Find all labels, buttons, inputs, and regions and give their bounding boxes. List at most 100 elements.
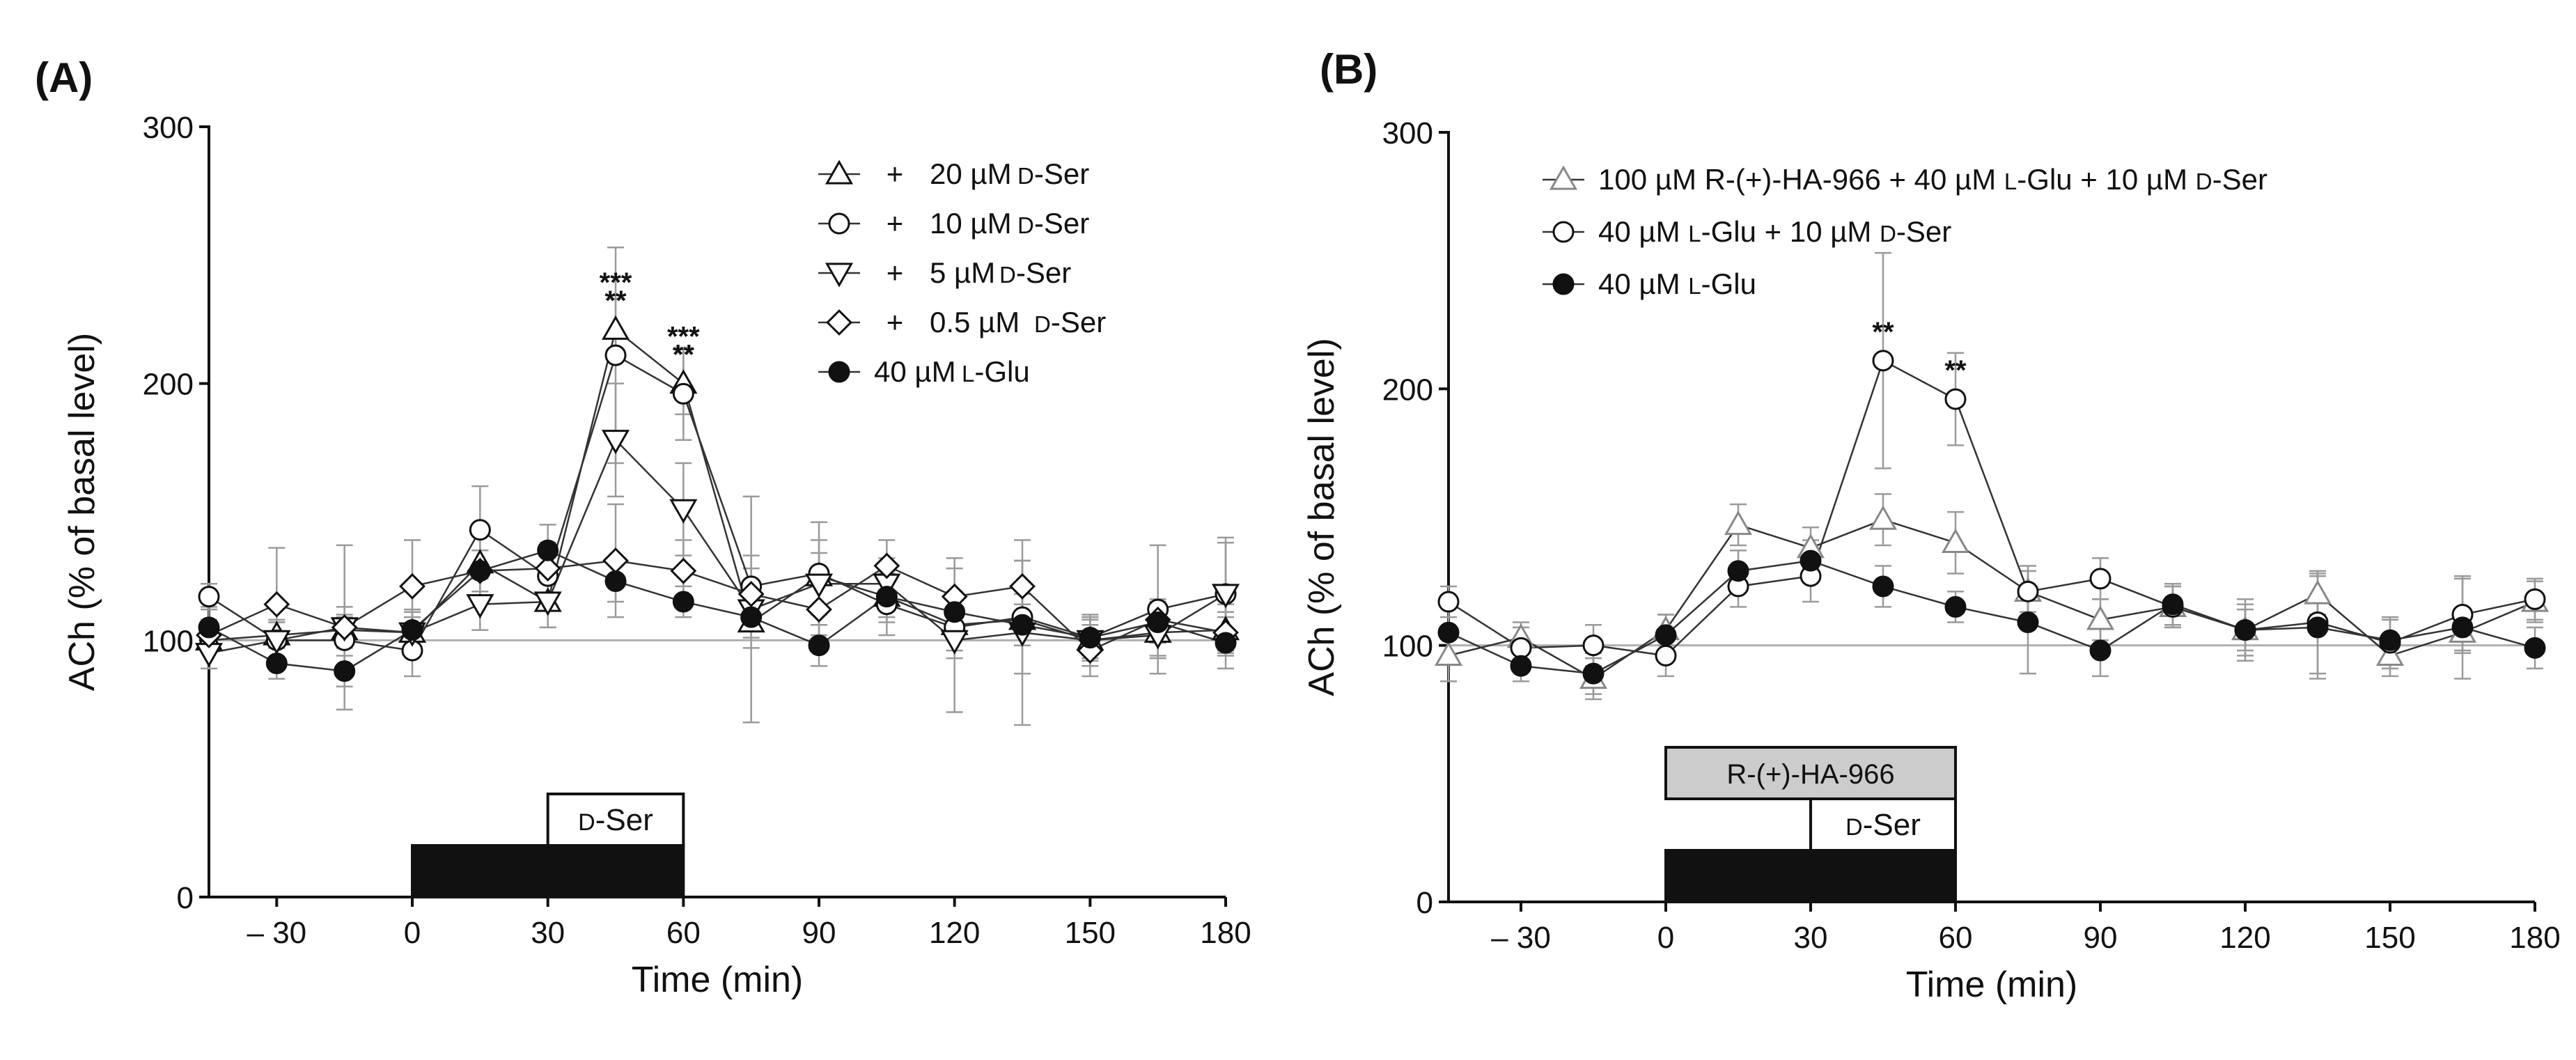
data-point: [1941, 528, 1970, 553]
series-line: [208, 549, 1226, 672]
data-point: [2086, 605, 2115, 630]
data-point: [466, 594, 494, 619]
y-tick-label: 200: [143, 368, 194, 402]
data-point: [601, 430, 630, 455]
significance-label: **: [1944, 355, 1967, 386]
data-point: [1727, 560, 1749, 582]
legend-label: 100 µM R-(+)-HA-966 + 40 µM L-Glu + 10 µ…: [1598, 163, 2267, 196]
data-point: [604, 344, 627, 366]
series-line: [1448, 559, 2536, 675]
legend-amount: 20 µM: [930, 157, 1012, 190]
data-point: [669, 499, 698, 524]
data-point: [1582, 634, 1605, 657]
data-point: [334, 660, 356, 683]
data-point: [2017, 611, 2039, 634]
data-point: [331, 614, 358, 641]
data-point: [1009, 572, 1036, 600]
data-point: [1872, 350, 1894, 372]
legend-marker: [1552, 221, 1575, 243]
data-point: [1944, 595, 1967, 618]
treatment-bar-label: D-Ser: [1845, 808, 1921, 842]
x-tick-label: 180: [2509, 921, 2560, 955]
x-axis-title: Time (min): [632, 960, 804, 1000]
series-line: [1448, 359, 2536, 657]
data-point: [875, 586, 898, 608]
data-point: [1944, 388, 1967, 410]
data-point: [469, 519, 491, 541]
x-tick-label: 30: [1794, 921, 1828, 955]
x-tick-label: 60: [1939, 921, 1973, 955]
data-point: [672, 382, 694, 405]
legend-amount: 40 µM: [874, 355, 956, 388]
treatment-bar-label: L-Glu: [513, 855, 584, 889]
x-axis-title: Time (min): [1906, 965, 2078, 1005]
data-point: [940, 630, 969, 655]
y-tick-label: 0: [1416, 886, 1433, 920]
series-line: [208, 438, 1226, 654]
data-point: [806, 596, 832, 623]
y-tick-label: 100: [1382, 630, 1433, 664]
data-point: [1582, 662, 1605, 685]
legend-amount: 5 µM: [930, 256, 995, 289]
x-tick-label: 90: [802, 916, 836, 950]
y-tick-label: 100: [143, 624, 194, 658]
data-point: [2524, 637, 2546, 659]
data-point: [1437, 621, 1460, 644]
data-point: [2089, 568, 2111, 590]
data-point: [537, 539, 559, 561]
data-point: [2375, 641, 2405, 667]
x-tick-label: 30: [531, 916, 565, 950]
y-axis-title: ACh (% of basal level): [62, 333, 102, 691]
x-tick-label: 180: [1200, 916, 1251, 950]
y-tick-label: 300: [1382, 116, 1433, 150]
legend-drug: D-Ser: [1034, 306, 1106, 338]
data-point: [601, 315, 630, 340]
legend-prefix: +: [887, 207, 904, 240]
data-point: [265, 653, 288, 675]
data-point: [1872, 575, 1894, 598]
data-point: [1655, 644, 1677, 667]
data-point: [1215, 632, 1237, 654]
data-point: [737, 581, 765, 607]
legend-label: 40 µM L-Glu: [1598, 267, 1756, 300]
treatment-bar: [411, 844, 685, 898]
panel-label: (A): [35, 54, 93, 101]
legend-drug: D-Ser: [1017, 207, 1089, 240]
significance-label: **: [1872, 317, 1894, 348]
significance-label: **: [604, 286, 627, 316]
panel-a: (A) 0 100 200 300 – 30 0 30 60 90 120 150 180 Time (m…: [35, 54, 1251, 1000]
treatment-bar: [1809, 797, 1957, 852]
legend-marker: [1552, 273, 1575, 295]
data-point: [670, 557, 697, 584]
data-point: [263, 591, 290, 618]
data-point: [1510, 655, 1532, 677]
data-point: [1724, 510, 1753, 536]
data-point: [198, 586, 220, 608]
x-tick-label: 120: [929, 916, 980, 950]
data-point: [401, 619, 423, 641]
y-axis-title: ACh (% of basal level): [1302, 338, 1342, 696]
x-tick-label: – 30: [1491, 921, 1551, 955]
series-line: [208, 328, 1226, 641]
treatment-bar: [1664, 849, 1957, 903]
data-point: [1011, 614, 1033, 636]
legend-drug: D-Ser: [1017, 157, 1089, 190]
data-point: [1211, 584, 1240, 609]
data-point: [1079, 627, 1101, 649]
data-point: [263, 630, 291, 655]
legend-amount: 0.5 µM: [930, 306, 1020, 338]
data-point: [1147, 611, 1169, 634]
data-point: [1800, 550, 1822, 572]
y-tick-label: 300: [143, 111, 194, 145]
data-point: [1655, 624, 1677, 646]
data-point: [804, 573, 834, 598]
data-point: [2162, 593, 2184, 616]
x-tick-label: 90: [2084, 921, 2118, 955]
legend-marker: [825, 263, 854, 288]
x-tick-label: 60: [666, 916, 701, 950]
treatment-bar-label: R-(+)-HA-966: [1726, 759, 1894, 790]
x-tick-label: 150: [1065, 916, 1116, 950]
y-tick-label: 200: [1382, 373, 1433, 407]
panel-b: (B) 0 100 200 300 – 30 0 30 60 90 120 150 180 Time (m…: [1302, 46, 2561, 1005]
